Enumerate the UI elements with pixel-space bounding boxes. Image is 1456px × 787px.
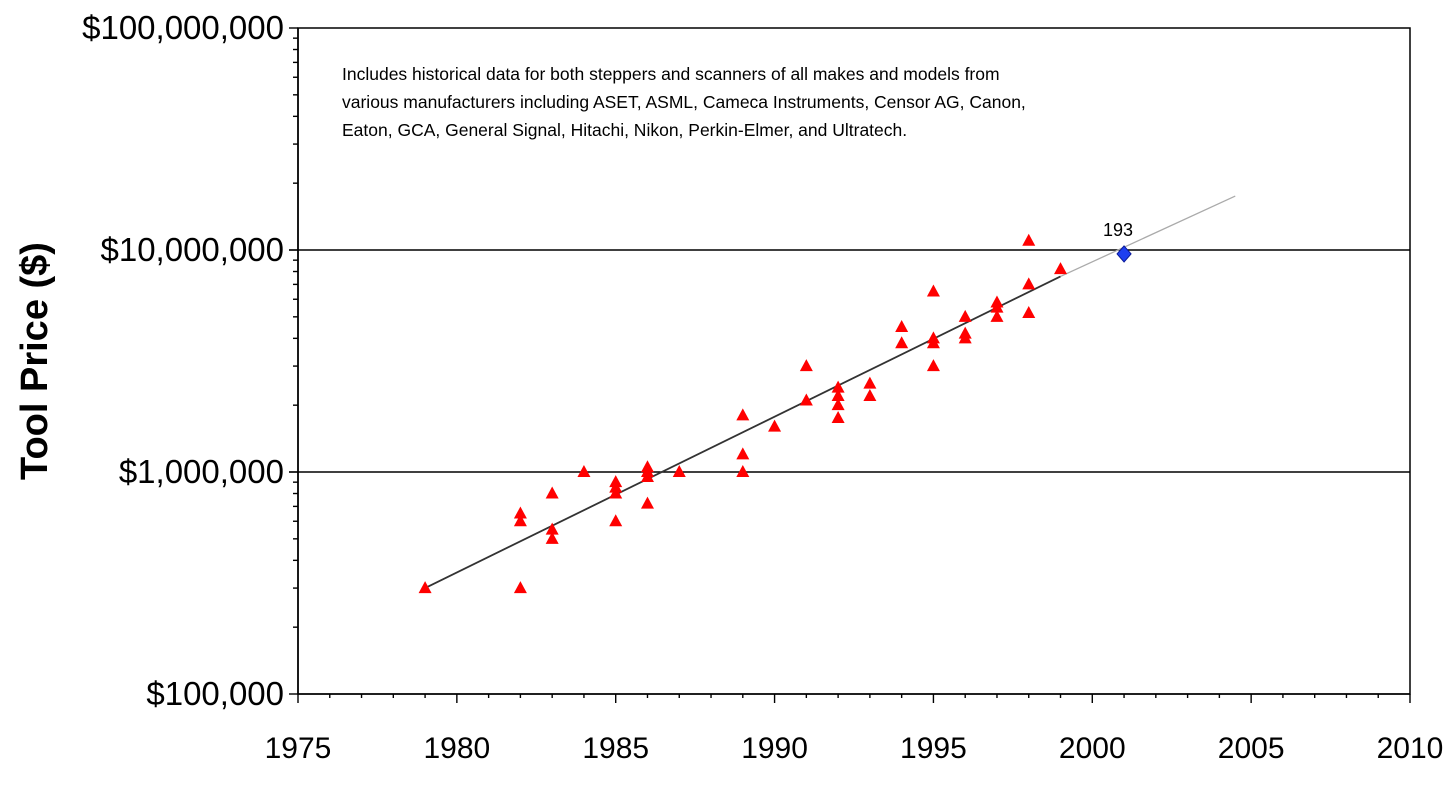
- data-point-triangle: [863, 388, 877, 401]
- data-point-triangle: [640, 496, 654, 509]
- data-point-triangle: [958, 309, 972, 322]
- data-point-triangle: [799, 359, 813, 372]
- data-point-triangle: [672, 465, 686, 477]
- data-point-triangle: [736, 465, 750, 477]
- data-label-193: 193: [1103, 220, 1133, 240]
- data-point-triangle: [926, 359, 940, 372]
- data-point-triangle: [768, 419, 782, 432]
- data-point-triangle: [895, 336, 909, 349]
- trendline-extension: [1060, 195, 1236, 278]
- data-point-triangle: [545, 486, 559, 499]
- data-point-triangle: [895, 319, 909, 332]
- x-tick-label: 1980: [423, 732, 490, 765]
- data-point-triangle: [513, 514, 527, 527]
- y-tick-label: $100,000,000: [82, 9, 284, 46]
- y-tick-label: $1,000,000: [119, 453, 284, 490]
- annotation-line-3: Eaton, GCA, General Signal, Hitachi, Nik…: [342, 120, 907, 140]
- data-point-triangle: [799, 393, 813, 406]
- data-point-triangle: [736, 408, 750, 421]
- data-point-triangle: [1022, 306, 1036, 319]
- x-tick-label: 1975: [265, 732, 332, 765]
- x-tick-labels: 1975 1980 1985 1990 1995 2000 2005 2010: [265, 732, 1444, 765]
- x-tick-label: 2005: [1218, 732, 1285, 765]
- annotation-text: Includes historical data for both steppe…: [342, 64, 1031, 140]
- data-point-triangle: [926, 336, 940, 349]
- data-point-triangle: [1022, 277, 1036, 290]
- data-point-triangle: [831, 380, 845, 393]
- data-point-triangle: [831, 388, 845, 401]
- data-point-triangle: [831, 411, 845, 424]
- data-point-triangle: [577, 465, 591, 477]
- data-point-triangle: [513, 506, 527, 519]
- data-point-triangle: [990, 300, 1004, 313]
- x-tick-label: 2010: [1377, 732, 1444, 765]
- x-tick-label: 1985: [582, 732, 649, 765]
- data-point-triangle: [609, 486, 623, 499]
- trendline: [424, 195, 1236, 589]
- y-tick-label: $100,000: [146, 675, 284, 712]
- data-point-triangle: [418, 581, 432, 594]
- y-axis-title: Tool Price ($): [14, 242, 56, 480]
- data-point-triangle: [609, 514, 623, 527]
- annotation-line-1: Includes historical data for both steppe…: [342, 64, 1000, 84]
- data-point-triangle: [1054, 262, 1068, 275]
- y-tick-label: $10,000,000: [100, 231, 284, 268]
- data-point-triangle: [831, 398, 845, 411]
- data-point-triangle: [863, 376, 877, 389]
- annotation-line-2: various manufacturers including ASET, AS…: [342, 92, 1026, 112]
- data-point-diamond: [1116, 245, 1132, 263]
- x-tick-label: 1995: [900, 732, 967, 765]
- data-point-triangle: [640, 469, 654, 482]
- data-point-triangle: [958, 331, 972, 344]
- data-point-triangle: [513, 581, 527, 594]
- data-point-triangle: [1022, 233, 1036, 246]
- data-point-triangle: [545, 522, 559, 535]
- data-point-triangle: [545, 531, 559, 544]
- trendline-fit: [424, 275, 1061, 589]
- plot-area: [297, 27, 1411, 695]
- data-points: 193: [418, 220, 1133, 594]
- x-tick-label: 2000: [1059, 732, 1126, 765]
- data-point-triangle: [926, 284, 940, 297]
- x-tick-label: 1990: [741, 732, 808, 765]
- gridlines: [298, 249, 1410, 473]
- data-point-triangle: [736, 447, 750, 460]
- axes: [289, 27, 1411, 703]
- y-tick-labels: $100,000 $1,000,000 $10,000,000 $100,000,00…: [82, 9, 284, 712]
- data-point-triangle: [990, 309, 1004, 322]
